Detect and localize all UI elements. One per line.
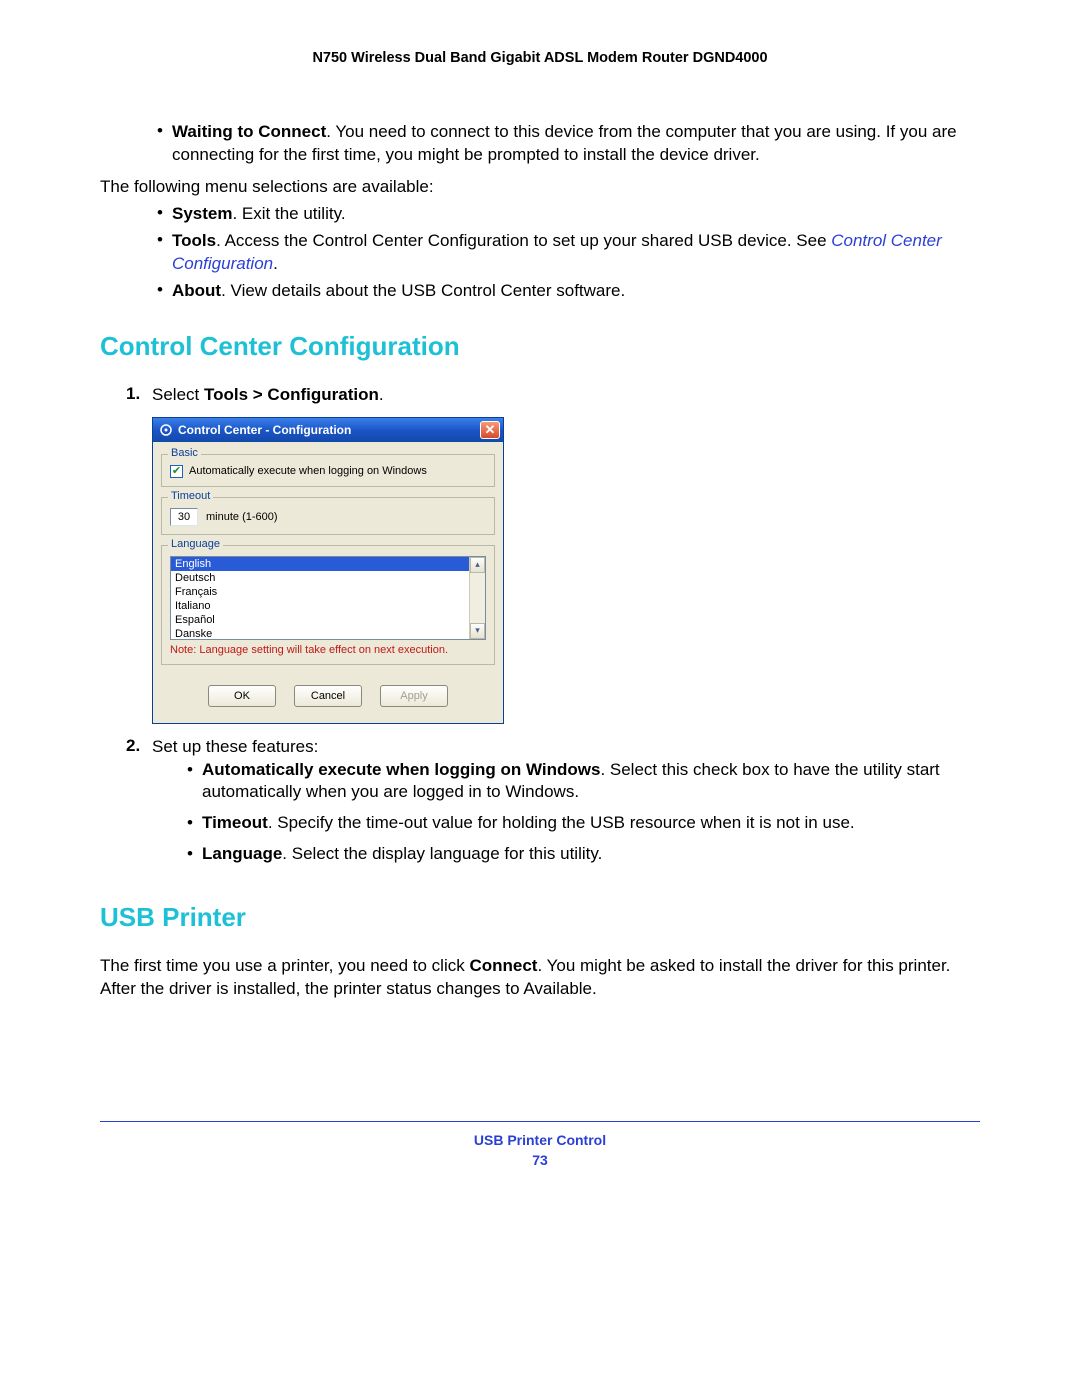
system-rest: . Exit the utility. [232, 204, 345, 223]
bullet-icon: • [148, 203, 172, 223]
step1-bold: Tools > Configuration [204, 385, 379, 404]
dialog-button-row: OK Cancel Apply [161, 675, 495, 713]
feature-bullets: • Automatically execute when logging on … [152, 759, 980, 867]
step-body: Set up these features: • Automatically e… [152, 736, 980, 875]
footer-page-number: 73 [100, 1152, 980, 1168]
language-list: English Deutsch Français Italiano Españo… [171, 557, 469, 639]
feat3-rest: . Select the display language for this u… [282, 844, 602, 863]
bullet-icon: • [148, 121, 172, 141]
usb-printer-paragraph: The first time you use a printer, you ne… [100, 955, 980, 1001]
bullet-waiting: • Waiting to Connect. You need to connec… [148, 121, 980, 167]
language-listbox[interactable]: English Deutsch Français Italiano Españo… [170, 556, 486, 640]
dialog-title: Control Center - Configuration [178, 423, 480, 437]
list-item[interactable]: Deutsch [171, 571, 469, 585]
auto-execute-row: ✔ Automatically execute when logging on … [170, 465, 486, 478]
bullet-tools: • Tools. Access the Control Center Confi… [148, 230, 980, 276]
dialog-titlebar: Control Center - Configuration ✕ [153, 418, 503, 442]
auto-execute-checkbox[interactable]: ✔ [170, 465, 183, 478]
para-bold: Connect [469, 956, 537, 975]
page-footer: USB Printer Control 73 [100, 1121, 980, 1168]
list-item[interactable]: Français [171, 585, 469, 599]
bullet-icon: • [178, 759, 202, 782]
bullet-text: System. Exit the utility. [172, 203, 980, 226]
bullet-feature: • Timeout. Specify the time-out value fo… [178, 812, 980, 835]
timeout-row: 30 minute (1-600) [170, 508, 486, 526]
step2-text: Set up these features: [152, 737, 318, 756]
ok-button[interactable]: OK [208, 685, 276, 707]
bullet-text: Waiting to Connect. You need to connect … [172, 121, 980, 167]
scrollbar[interactable]: ▴ ▾ [469, 557, 485, 639]
bullet-icon: • [178, 843, 202, 866]
dialog-screenshot: Control Center - Configuration ✕ Basic ✔… [152, 417, 980, 724]
tools-bold: Tools [172, 231, 216, 250]
para-pre: The first time you use a printer, you ne… [100, 956, 469, 975]
step1-post: . [379, 385, 384, 404]
step-body: Select Tools > Configuration. [152, 384, 980, 407]
about-bold: About [172, 281, 221, 300]
feat3-bold: Language [202, 844, 282, 863]
list-item[interactable]: Español [171, 613, 469, 627]
system-bold: System [172, 204, 232, 223]
bullet-text: Language. Select the display language fo… [202, 843, 980, 866]
bullet-feature: • Automatically execute when logging on … [178, 759, 980, 805]
menu-bullet-list: • System. Exit the utility. • Tools. Acc… [100, 203, 980, 303]
footer-title: USB Printer Control [100, 1132, 980, 1148]
feat2-bold: Timeout [202, 813, 268, 832]
scroll-down-icon[interactable]: ▾ [470, 623, 485, 639]
bullet-text: Tools. Access the Control Center Configu… [172, 230, 980, 276]
step-2: 2. Set up these features: • Automaticall… [126, 736, 980, 875]
tools-rest: . Access the Control Center Configuratio… [216, 231, 831, 250]
waiting-bold: Waiting to Connect [172, 122, 326, 141]
bullet-icon: • [148, 280, 172, 300]
step-number: 2. [126, 736, 152, 756]
link-period: . [273, 254, 278, 273]
step-number: 1. [126, 384, 152, 404]
group-basic: Basic ✔ Automatically execute when loggi… [161, 454, 495, 487]
step-1: 1. Select Tools > Configuration. [126, 384, 980, 407]
cancel-button[interactable]: Cancel [294, 685, 362, 707]
feat1-bold: Automatically execute when logging on Wi… [202, 760, 600, 779]
auto-execute-label: Automatically execute when logging on Wi… [189, 465, 427, 477]
close-icon: ✕ [485, 423, 496, 436]
menu-intro-line: The following menu selections are availa… [100, 177, 980, 197]
list-item[interactable]: Italiano [171, 599, 469, 613]
timeout-unit: minute (1-600) [206, 511, 278, 523]
about-rest: . View details about the USB Control Cen… [221, 281, 625, 300]
control-center-dialog: Control Center - Configuration ✕ Basic ✔… [152, 417, 504, 724]
bullet-feature: • Language. Select the display language … [178, 843, 980, 866]
bullet-system: • System. Exit the utility. [148, 203, 980, 226]
language-note: Note: Language setting will take effect … [170, 644, 486, 656]
scroll-up-icon[interactable]: ▴ [470, 557, 485, 573]
apply-button[interactable]: Apply [380, 685, 448, 707]
feat2-rest: . Specify the time-out value for holding… [268, 813, 855, 832]
bullet-icon: • [178, 812, 202, 835]
close-button[interactable]: ✕ [480, 421, 500, 439]
gear-icon [159, 423, 173, 437]
group-language-legend: Language [168, 538, 223, 550]
bullet-text: Timeout. Specify the time-out value for … [202, 812, 980, 835]
bullet-icon: • [148, 230, 172, 250]
group-basic-legend: Basic [168, 447, 201, 459]
step1-pre: Select [152, 385, 204, 404]
bullet-text: Automatically execute when logging on Wi… [202, 759, 980, 805]
dialog-body: Basic ✔ Automatically execute when loggi… [153, 442, 503, 723]
heading-control-center: Control Center Configuration [100, 331, 980, 362]
page: N750 Wireless Dual Band Gigabit ADSL Mod… [0, 0, 1080, 1397]
list-item[interactable]: Danske [171, 627, 469, 639]
intro-bullet-list: • Waiting to Connect. You need to connec… [100, 121, 980, 167]
group-timeout-legend: Timeout [168, 490, 213, 502]
group-language: Language English Deutsch Français Italia… [161, 545, 495, 665]
heading-usb-printer: USB Printer [100, 902, 980, 933]
bullet-text: About. View details about the USB Contro… [172, 280, 980, 303]
timeout-input[interactable]: 30 [170, 508, 198, 526]
group-timeout: Timeout 30 minute (1-600) [161, 497, 495, 535]
list-item[interactable]: English [171, 557, 469, 571]
bullet-about: • About. View details about the USB Cont… [148, 280, 980, 303]
page-header-title: N750 Wireless Dual Band Gigabit ADSL Mod… [100, 50, 980, 66]
